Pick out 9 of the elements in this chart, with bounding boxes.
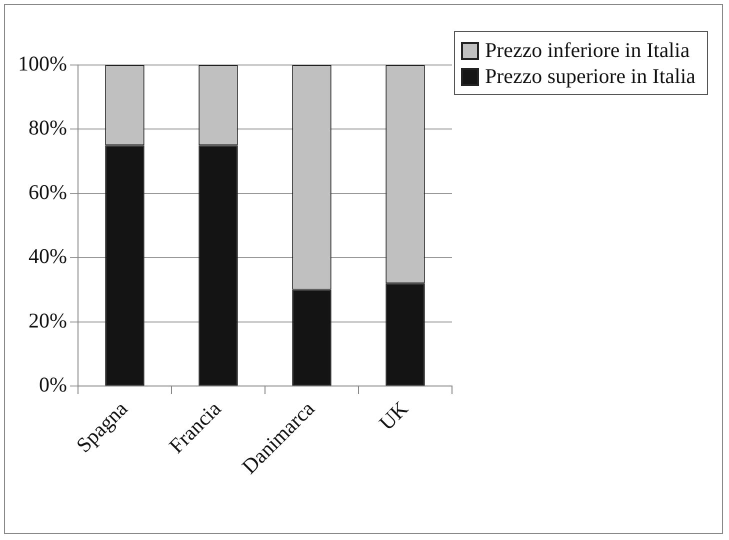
y-tick-label: 40% bbox=[28, 244, 67, 268]
x-tick-label: UK bbox=[374, 396, 413, 435]
legend-label: Prezzo superiore in Italia bbox=[485, 64, 696, 88]
y-tick-label: 80% bbox=[28, 116, 67, 140]
y-tick-label: 60% bbox=[28, 180, 67, 204]
y-tick-label: 20% bbox=[28, 308, 67, 332]
legend-label: Prezzo inferiore in Italia bbox=[485, 38, 690, 62]
y-tick-label: 100% bbox=[18, 52, 67, 76]
y-tick-label: 0% bbox=[38, 372, 67, 397]
